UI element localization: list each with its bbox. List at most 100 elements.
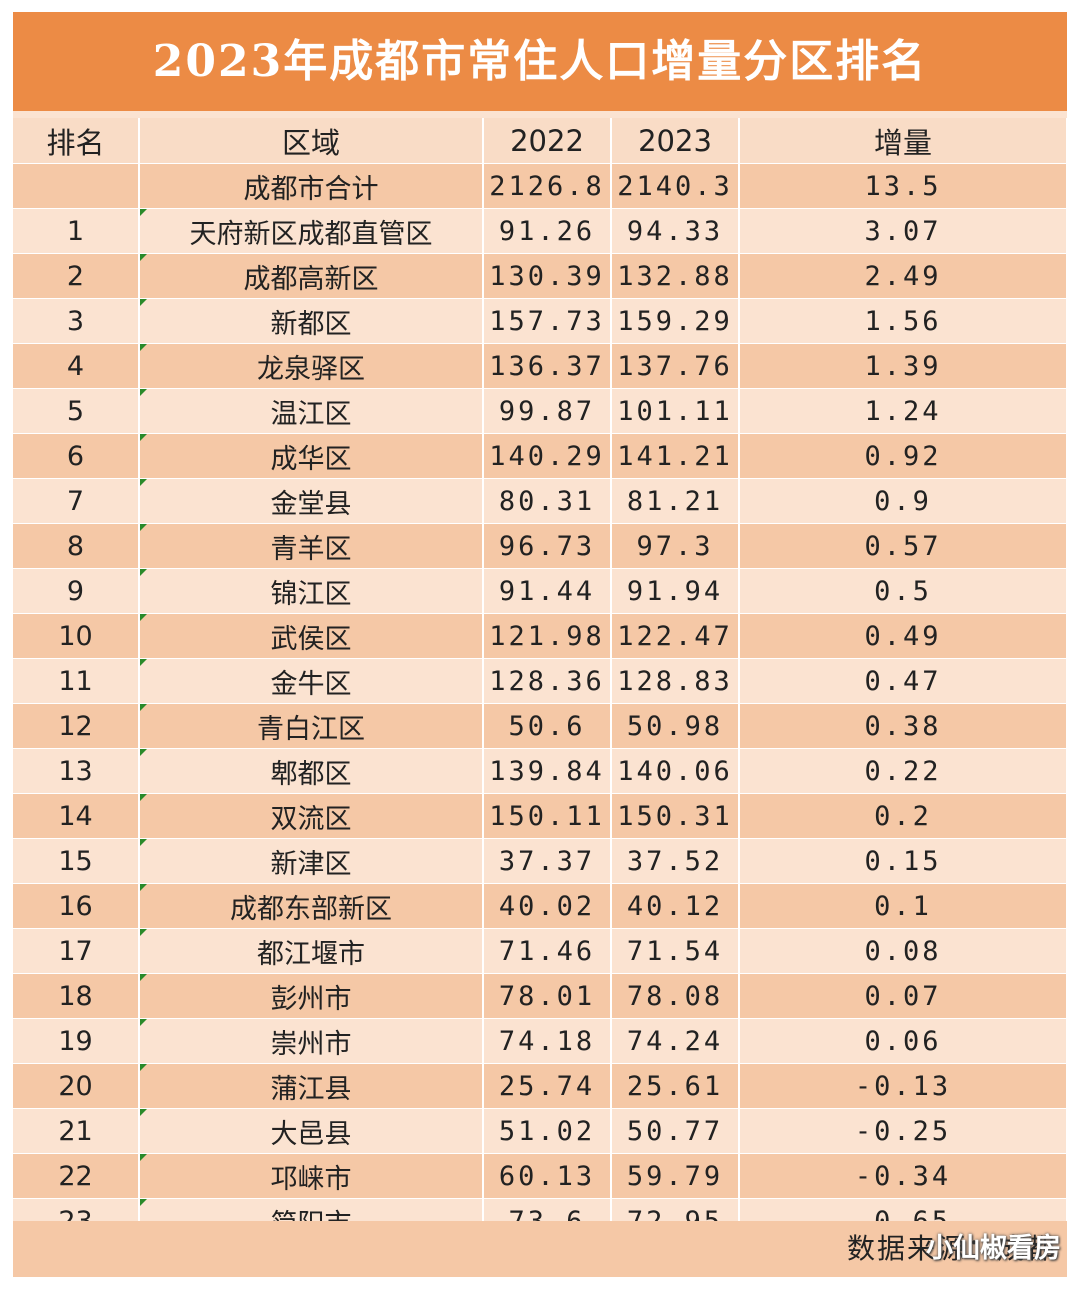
value-2022-cell: 2126.8: [483, 163, 612, 209]
increase-cell: 0.9: [739, 478, 1068, 524]
rank-cell: 20: [13, 1063, 140, 1109]
footer: 数据来源：成都 小仙椒看房: [13, 1221, 1067, 1277]
region-cell: 都江堰市: [139, 928, 484, 974]
table-row: 20 蒲江县 25.74 25.61 -0.13: [13, 1063, 1068, 1109]
value-2023-cell: 122.47: [611, 613, 740, 659]
value-2023-cell: 159.29: [611, 298, 740, 344]
watermark: 小仙椒看房: [926, 1233, 1061, 1264]
region-cell: 新津区: [139, 838, 484, 884]
header-region: 区域: [139, 118, 484, 164]
value-2023-cell: 50.77: [611, 1108, 740, 1154]
table-row: 9 锦江区 91.44 91.94 0.5: [13, 568, 1068, 614]
cell-comment-marker-icon: [140, 614, 147, 621]
value-2022-cell: 96.73: [483, 523, 612, 569]
rank-cell: 8: [13, 523, 140, 569]
increase-cell: 0.92: [739, 433, 1068, 479]
region-label: 金堂县: [270, 488, 352, 520]
value-2022-cell: 80.31: [483, 478, 612, 524]
region-label: 锦江区: [270, 578, 352, 610]
table-row: 7 金堂县 80.31 81.21 0.9: [13, 478, 1068, 524]
increase-cell: 1.56: [739, 298, 1068, 344]
table-row: 1 天府新区成都直管区 91.26 94.33 3.07: [13, 208, 1068, 254]
rank-cell: 12: [13, 703, 140, 749]
table-row: 16 成都东部新区 40.02 40.12 0.1: [13, 883, 1068, 929]
increase-cell: 0.5: [739, 568, 1068, 614]
rank-cell: 1: [13, 208, 140, 254]
value-2022-cell: 50.6: [483, 703, 612, 749]
rank-cell: 21: [13, 1108, 140, 1154]
rank-cell: 10: [13, 613, 140, 659]
table-row: 5 温江区 99.87 101.11 1.24: [13, 388, 1068, 434]
rank-cell: 2: [13, 253, 140, 299]
value-2022-cell: 136.37: [483, 343, 612, 389]
value-2023-cell: 2140.3: [611, 163, 740, 209]
region-cell: 青羊区: [139, 523, 484, 569]
region-cell: 龙泉驿区: [139, 343, 484, 389]
region-cell: 金堂县: [139, 478, 484, 524]
rank-cell: 5: [13, 388, 140, 434]
value-2022-cell: 78.01: [483, 973, 612, 1019]
region-label: 邛崃市: [270, 1163, 352, 1195]
value-2022-cell: 130.39: [483, 253, 612, 299]
cell-comment-marker-icon: [140, 794, 147, 801]
cell-comment-marker-icon: [140, 299, 147, 306]
table-row: 3 新都区 157.73 159.29 1.56: [13, 298, 1068, 344]
value-2023-cell: 137.76: [611, 343, 740, 389]
region-label: 成华区: [270, 443, 352, 475]
increase-cell: 0.15: [739, 838, 1068, 884]
cell-comment-marker-icon: [140, 209, 147, 216]
rank-cell: 14: [13, 793, 140, 839]
rank-cell: 13: [13, 748, 140, 794]
region-label: 蒲江县: [270, 1073, 352, 1105]
value-2022-cell: 91.44: [483, 568, 612, 614]
cell-comment-marker-icon: [140, 344, 147, 351]
region-cell: 新都区: [139, 298, 484, 344]
region-label: 金牛区: [270, 668, 352, 700]
cell-comment-marker-icon: [140, 1064, 147, 1071]
cell-comment-marker-icon: [140, 704, 147, 711]
header-row: 排名 区域 2022 2023 增量: [13, 118, 1068, 164]
rank-cell: 9: [13, 568, 140, 614]
region-cell: 大邑县: [139, 1108, 484, 1154]
increase-cell: -0.25: [739, 1108, 1068, 1154]
value-2023-cell: 141.21: [611, 433, 740, 479]
table-row: 4 龙泉驿区 136.37 137.76 1.39: [13, 343, 1068, 389]
cell-comment-marker-icon: [140, 254, 147, 261]
value-2023-cell: 94.33: [611, 208, 740, 254]
table-frame: 2023年成都市常住人口增量分区排名 排名 区域 2022 2023 增量 成都…: [13, 12, 1068, 1277]
increase-cell: 0.47: [739, 658, 1068, 704]
cell-comment-marker-icon: [140, 839, 147, 846]
rank-cell: 11: [13, 658, 140, 704]
region-label: 双流区: [270, 803, 352, 835]
value-2023-cell: 140.06: [611, 748, 740, 794]
region-label: 成都东部新区: [230, 893, 392, 925]
region-cell: 成都高新区: [139, 253, 484, 299]
rank-cell: 19: [13, 1018, 140, 1064]
increase-cell: 0.22: [739, 748, 1068, 794]
region-cell: 郫都区: [139, 748, 484, 794]
value-2023-cell: 71.54: [611, 928, 740, 974]
region-label: 成都高新区: [243, 263, 379, 295]
rank-cell: 17: [13, 928, 140, 974]
table-row: 18 彭州市 78.01 78.08 0.07: [13, 973, 1068, 1019]
cell-comment-marker-icon: [140, 929, 147, 936]
table-row: 15 新津区 37.37 37.52 0.15: [13, 838, 1068, 884]
region-label: 都江堰市: [257, 938, 365, 970]
value-2022-cell: 99.87: [483, 388, 612, 434]
region-cell: 邛崃市: [139, 1153, 484, 1199]
value-2022-cell: 25.74: [483, 1063, 612, 1109]
cell-comment-marker-icon: [140, 524, 147, 531]
table-row: 14 双流区 150.11 150.31 0.2: [13, 793, 1068, 839]
region-label: 新都区: [270, 308, 352, 340]
increase-cell: 0.57: [739, 523, 1068, 569]
table-row: 21 大邑县 51.02 50.77 -0.25: [13, 1108, 1068, 1154]
region-cell: 彭州市: [139, 973, 484, 1019]
table-row: 19 崇州市 74.18 74.24 0.06: [13, 1018, 1068, 1064]
region-label: 武侯区: [270, 623, 352, 655]
region-cell: 金牛区: [139, 658, 484, 704]
value-2022-cell: 128.36: [483, 658, 612, 704]
increase-cell: 0.49: [739, 613, 1068, 659]
header-increase: 增量: [739, 118, 1068, 164]
cell-comment-marker-icon: [140, 1154, 147, 1161]
rank-cell: 3: [13, 298, 140, 344]
